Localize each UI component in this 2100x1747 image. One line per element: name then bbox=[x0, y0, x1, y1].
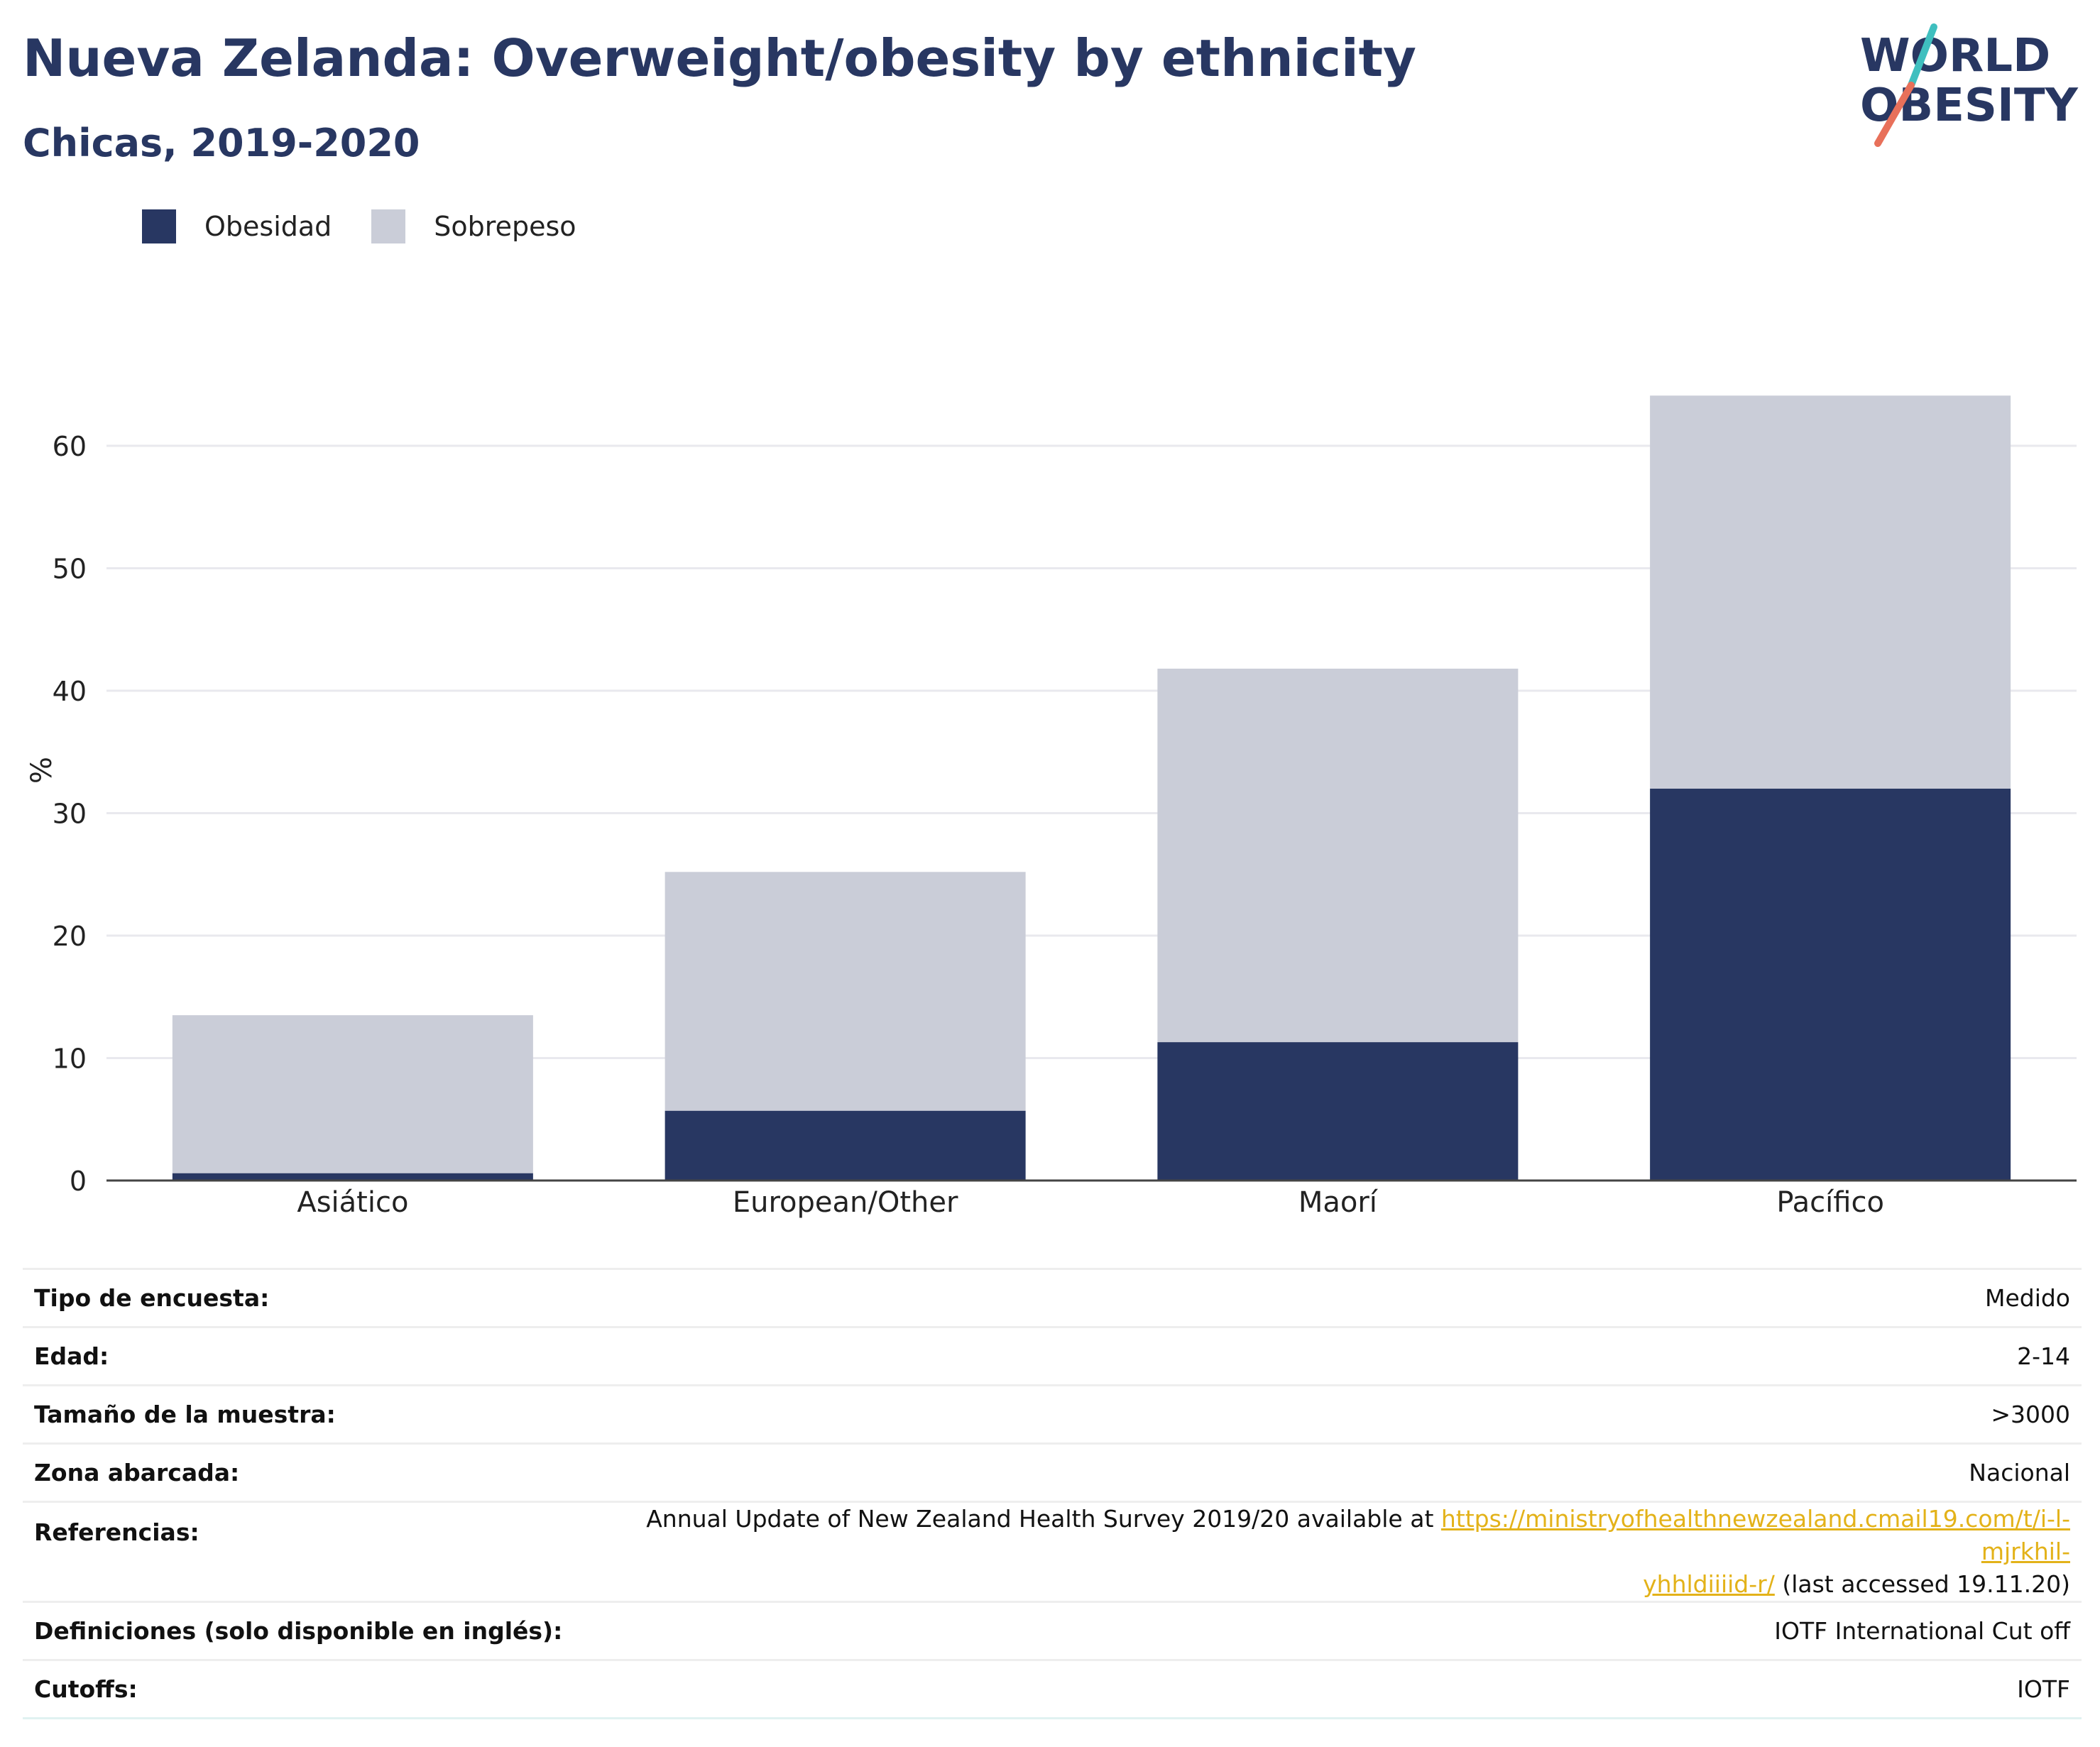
bar-obesidad[interactable] bbox=[1650, 789, 2011, 1181]
y-tick-label: 20 bbox=[53, 921, 87, 952]
bar-sobrepeso[interactable] bbox=[1157, 668, 1519, 1043]
chart-title: Nueva Zelanda: Overweight/obesity by eth… bbox=[23, 28, 1416, 88]
reference-link[interactable]: https://ministryofhealthnewzealand.cmail… bbox=[1441, 1505, 2070, 1598]
y-tick-label: 30 bbox=[53, 799, 87, 830]
reference-text: Annual Update of New Zealand Health Surv… bbox=[646, 1505, 1441, 1533]
x-tick-label: Asiático bbox=[297, 1186, 408, 1219]
info-value-reference: Annual Update of New Zealand Health Surv… bbox=[574, 1501, 2082, 1602]
info-key: Tipo de encuesta: bbox=[23, 1268, 574, 1327]
legend-swatch-obesidad bbox=[142, 209, 176, 243]
info-value: IOTF International Cut off bbox=[574, 1601, 2082, 1660]
bar-sobrepeso[interactable] bbox=[665, 872, 1026, 1111]
world-obesity-logo: WORLD OBESITY bbox=[1860, 23, 2078, 147]
chart-subtitle: Chicas, 2019-2020 bbox=[23, 121, 420, 165]
reference-link-part1: https://ministryofhealthnewzealand.cmail… bbox=[1440, 1505, 2070, 1565]
info-key: Referencias: bbox=[23, 1501, 574, 1602]
info-row: Tamaño de la muestra: >3000 bbox=[23, 1384, 2082, 1444]
info-value: IOTF bbox=[574, 1659, 2082, 1719]
info-row-references: Referencias: Annual Update of New Zealan… bbox=[23, 1501, 2082, 1602]
legend-item-sobrepeso[interactable]: Sobrepeso bbox=[371, 209, 576, 243]
x-tick-label: European/Other bbox=[733, 1186, 958, 1219]
y-tick-label: 60 bbox=[53, 431, 87, 462]
bars bbox=[172, 395, 2011, 1181]
info-value: >3000 bbox=[574, 1384, 2082, 1444]
y-axis-label: % bbox=[26, 757, 58, 784]
info-row: Edad: 2-14 bbox=[23, 1326, 2082, 1386]
axes: 0 10 20 30 40 50 60 Asiático European/Other Maorí… bbox=[53, 431, 2077, 1219]
bar-obesidad[interactable] bbox=[172, 1173, 533, 1181]
info-row: Tipo de encuesta: Medido bbox=[23, 1268, 2082, 1327]
info-row: Cutoffs: IOTF bbox=[23, 1659, 2082, 1719]
x-tick-label: Pacífico bbox=[1776, 1186, 1884, 1219]
info-key: Definiciones (solo disponible en inglés)… bbox=[23, 1601, 574, 1660]
info-value: 2-14 bbox=[574, 1326, 2082, 1386]
legend-item-obesidad[interactable]: Obesidad bbox=[142, 209, 332, 243]
survey-info-table: Tipo de encuesta: Medido Edad: 2-14 Tama… bbox=[23, 1268, 2082, 1719]
bar-sobrepeso[interactable] bbox=[1650, 395, 2011, 789]
reference-link-part2: yhhldiiiid-r/ bbox=[1643, 1570, 1775, 1598]
info-key: Tamaño de la muestra: bbox=[23, 1384, 574, 1444]
info-row: Definiciones (solo disponible en inglés)… bbox=[23, 1601, 2082, 1660]
info-value: Nacional bbox=[574, 1442, 2082, 1502]
y-tick-label: 10 bbox=[53, 1044, 87, 1075]
info-value: Medido bbox=[574, 1268, 2082, 1327]
bar-obesidad[interactable] bbox=[1157, 1042, 1519, 1181]
bar-chart: 0 10 20 30 40 50 60 Asiático European/Other Maorí… bbox=[26, 395, 2077, 1219]
y-tick-label: 0 bbox=[70, 1166, 87, 1197]
info-key: Zona abarcada: bbox=[23, 1442, 574, 1502]
logo-slash-top bbox=[1908, 23, 1937, 89]
logo-slash-bottom bbox=[1874, 82, 1915, 147]
logo-text-world: WORLD bbox=[1860, 30, 2050, 82]
legend-label-obesidad: Obesidad bbox=[204, 211, 332, 242]
x-tick-label: Maorí bbox=[1298, 1186, 1379, 1219]
info-key: Cutoffs: bbox=[23, 1659, 574, 1719]
y-tick-label: 50 bbox=[53, 554, 87, 585]
bar-sobrepeso[interactable] bbox=[172, 1015, 533, 1173]
info-key: Edad: bbox=[23, 1326, 574, 1386]
legend-label-sobrepeso: Sobrepeso bbox=[434, 211, 576, 242]
y-tick-label: 40 bbox=[53, 676, 87, 707]
chart-legend: Obesidad Sobrepeso bbox=[142, 209, 616, 243]
info-row: Zona abarcada: Nacional bbox=[23, 1442, 2082, 1502]
bar-obesidad[interactable] bbox=[665, 1110, 1026, 1181]
reference-accessed: (last accessed 19.11.20) bbox=[1774, 1570, 2070, 1598]
legend-swatch-sobrepeso bbox=[371, 209, 406, 243]
